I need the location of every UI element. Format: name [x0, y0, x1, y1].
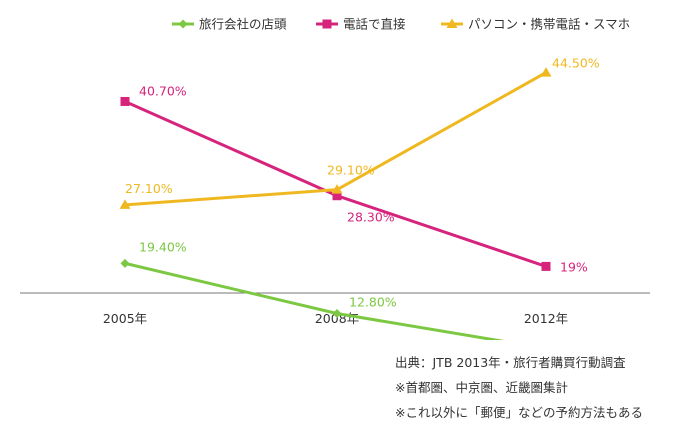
data-label: 27.10% [125, 181, 173, 196]
data-label: 19.40% [139, 239, 187, 254]
x-tick-label: 2012年 [524, 311, 568, 326]
x-tick-label: 2005年 [103, 311, 147, 326]
series: 19.40%12.80%8.20% [120, 239, 505, 340]
data-label: 29.10% [327, 163, 375, 178]
data-point [120, 96, 130, 106]
legend-marker [322, 19, 332, 29]
data-label: 28.30% [347, 210, 395, 225]
legend-label: 電話で直接 [343, 17, 406, 32]
line-chart: 旅行会社の店頭 電話で直接 パソコン・携帯電話・スマホ 2005年 2008年 2012… [20, 17, 650, 340]
other-methods-note: ※これ以外に「郵便」などの予約方法もある [395, 405, 643, 420]
data-label: 44.50% [552, 56, 600, 71]
series: 40.70% 28.30% 19% [120, 83, 588, 274]
data-point [332, 191, 342, 201]
series-group: 19.40%12.80%8.20%40.70%28.30%19%27.10%29… [119, 56, 600, 340]
data-label: 19% [560, 259, 588, 274]
x-axis-tick-labels: 2005年 2008年 2012年 [103, 311, 568, 326]
data-point [331, 184, 343, 194]
data-point [119, 199, 131, 209]
series: 27.10% 29.10% 44.50% [119, 56, 600, 209]
source-notes: 出典：JTB 2013年・旅行者購買行動調査 ※首都圏、中京圏、近畿圏集計 ※こ… [395, 350, 643, 425]
data-point [120, 258, 130, 268]
data-point [540, 67, 552, 77]
legend-marker [178, 19, 188, 29]
series-line [124, 100, 547, 268]
legend-label: パソコン・携帯電話・スマホ [468, 17, 630, 32]
series-line [124, 261, 505, 340]
legend: 旅行会社の店頭 電話で直接 パソコン・携帯電話・スマホ [172, 17, 630, 32]
legend-label: 旅行会社の店頭 [199, 17, 287, 32]
series-line [124, 71, 547, 207]
data-point [541, 261, 551, 271]
data-label: 12.80% [349, 295, 397, 310]
legend-marker [446, 18, 458, 28]
region-note: ※首都圏、中京圏、近畿圏集計 [395, 380, 568, 395]
source-note: 出典：JTB 2013年・旅行者購買行動調査 [395, 355, 626, 370]
data-label: 40.70% [139, 83, 187, 98]
data-point [332, 309, 342, 319]
